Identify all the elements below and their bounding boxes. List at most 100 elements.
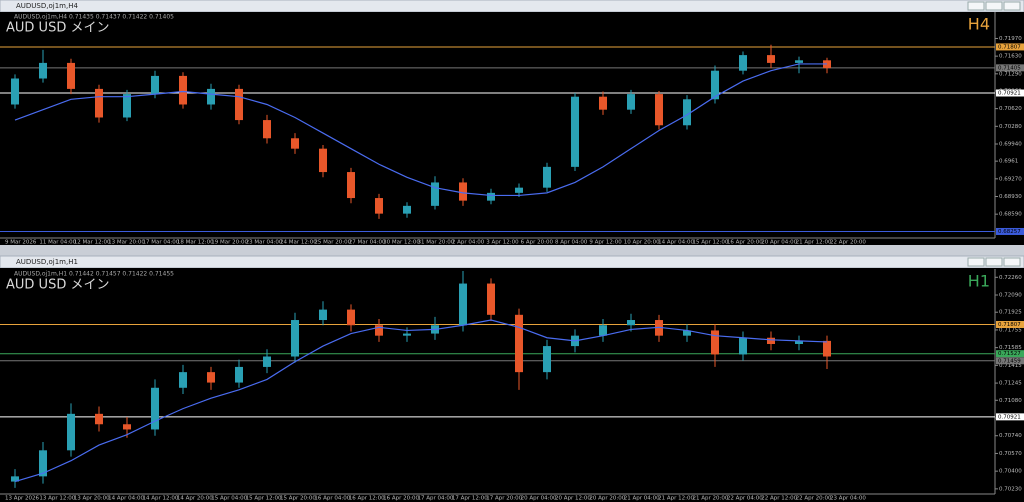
x-tick-label: 14 Apr 20:00 bbox=[177, 496, 213, 502]
y-tick-label: 0.71925 bbox=[999, 310, 1022, 316]
price-tag bbox=[996, 89, 1024, 97]
x-tick-label: 6 Apr 20:00 bbox=[521, 240, 554, 246]
x-tick-label: 22 Apr 04:00 bbox=[727, 496, 763, 502]
candle-body bbox=[179, 75, 187, 105]
x-tick-label: 16 Apr 20:00 bbox=[383, 496, 419, 502]
y-tick-label: 0.71585 bbox=[999, 345, 1022, 351]
candle-body bbox=[795, 60, 803, 63]
candle-body bbox=[11, 78, 19, 105]
window-button-min[interactable] bbox=[967, 257, 985, 267]
price-tag-label: 0.71527 bbox=[998, 351, 1021, 357]
y-tick-label: 0.6961 bbox=[999, 159, 1018, 165]
x-tick-label: 17 Mar 04:00 bbox=[143, 240, 180, 246]
candle-body bbox=[39, 450, 47, 477]
y-tick-label: 0.71755 bbox=[999, 327, 1022, 333]
x-tick-label: 27 Mar 04:00 bbox=[349, 240, 386, 246]
ohlc-info: AUDUSD,oj1m,H1 0.71442 0.71457 0.71422 0… bbox=[14, 271, 174, 278]
price-tag bbox=[996, 357, 1024, 365]
window-button-max[interactable] bbox=[985, 257, 1003, 267]
x-tick-label: 23 Mar 04:00 bbox=[246, 240, 283, 246]
price-tag-label: 0.70921 bbox=[998, 414, 1021, 420]
y-tick-label: 0.71630 bbox=[999, 54, 1022, 60]
x-tick-label: 22 Apr 20:00 bbox=[796, 496, 832, 502]
candle-body bbox=[431, 182, 439, 206]
title-bar bbox=[0, 255, 1024, 269]
candle-body bbox=[683, 99, 691, 126]
x-tick-label: 12 Mar 12:00 bbox=[74, 240, 111, 246]
x-tick-label: 8 Apr 04:00 bbox=[555, 240, 588, 246]
candle-body bbox=[263, 120, 271, 139]
x-tick-label: 18 Mar 12:00 bbox=[177, 240, 214, 246]
candle-body bbox=[515, 314, 523, 373]
candle-body bbox=[795, 340, 803, 344]
candle-body bbox=[67, 413, 75, 451]
ohlc-info: AUDUSD,oj1m,H4 0.71435 0.71437 0.71422 0… bbox=[14, 14, 174, 21]
candle-body bbox=[151, 387, 159, 430]
candle-body bbox=[375, 198, 383, 214]
x-tick-label: 13 Apr 12:00 bbox=[39, 496, 75, 502]
moving-average bbox=[14, 63, 827, 197]
candle-body bbox=[375, 325, 383, 336]
window-button-close[interactable] bbox=[1003, 257, 1021, 267]
candle-body bbox=[95, 413, 103, 425]
window-title: AUDUSD,oj1m,H1 bbox=[16, 258, 78, 266]
candle-body bbox=[207, 88, 215, 105]
candle-body bbox=[515, 187, 523, 193]
x-tick-label: 9 Apr 12:00 bbox=[589, 240, 622, 246]
candle-body bbox=[599, 325, 607, 336]
candle-body bbox=[739, 55, 747, 71]
x-tick-label: 19 Mar 20:00 bbox=[211, 240, 248, 246]
x-tick-label: 13 Apr 2026 bbox=[5, 496, 40, 502]
chart-area bbox=[0, 268, 1024, 502]
candle-body bbox=[487, 192, 495, 201]
x-tick-label: 25 Mar 20:00 bbox=[314, 240, 351, 246]
x-tick-label: 2 Apr 04:00 bbox=[452, 240, 485, 246]
window-button-close[interactable] bbox=[1003, 1, 1021, 11]
price-tag bbox=[996, 43, 1024, 51]
candle-body bbox=[319, 309, 327, 321]
y-tick-label: 0.70570 bbox=[999, 451, 1022, 457]
x-tick-label: 10 Apr 20:00 bbox=[624, 240, 660, 246]
y-tick-label: 0.69270 bbox=[999, 176, 1022, 182]
x-tick-label: 21 Apr 04:00 bbox=[624, 496, 660, 502]
candle-body bbox=[571, 96, 579, 167]
candle-body bbox=[291, 138, 299, 149]
price-tag-label: 0.71459 bbox=[998, 358, 1021, 364]
window-button-max[interactable] bbox=[985, 1, 1003, 11]
x-tick-label: 14 Apr 04:00 bbox=[108, 496, 144, 502]
candle-body bbox=[95, 88, 103, 118]
price-tag bbox=[996, 64, 1024, 72]
candle-body bbox=[599, 96, 607, 110]
x-tick-label: 17 Apr 20:00 bbox=[486, 496, 522, 502]
candle-body bbox=[403, 333, 411, 336]
x-tick-label: 20 Apr 04:00 bbox=[521, 496, 557, 502]
candle-body bbox=[655, 94, 663, 126]
x-tick-label: 17 Apr 12:00 bbox=[452, 496, 488, 502]
x-tick-label: 21 Apr 20:00 bbox=[693, 496, 729, 502]
price-tag bbox=[996, 350, 1024, 358]
x-tick-label: 14 Apr 04:00 bbox=[658, 240, 694, 246]
window-title: AUDUSD,oj1m,H4 bbox=[16, 2, 78, 10]
chart-area bbox=[0, 12, 1024, 245]
y-tick-label: 0.71290 bbox=[999, 71, 1022, 77]
y-tick-label: 0.70230 bbox=[999, 486, 1022, 492]
x-tick-label: 15 Apr 20:00 bbox=[280, 496, 316, 502]
candle-body bbox=[487, 283, 495, 315]
candle-body bbox=[151, 75, 159, 95]
candle-body bbox=[683, 330, 691, 336]
timeframe-label: H1 bbox=[968, 272, 990, 291]
candle-body bbox=[207, 372, 215, 383]
candle-body bbox=[123, 94, 131, 118]
x-tick-label: 31 Mar 20:00 bbox=[418, 240, 455, 246]
candle-body bbox=[347, 309, 355, 326]
y-tick-label: 0.70280 bbox=[999, 124, 1022, 130]
symbol-label: AUD USD メイン bbox=[6, 278, 109, 293]
x-tick-label: 14 Apr 12:00 bbox=[143, 496, 179, 502]
candle-body bbox=[39, 62, 47, 79]
candle-body bbox=[67, 62, 75, 89]
window-button-min[interactable] bbox=[967, 1, 985, 11]
candle-body bbox=[739, 337, 747, 355]
moving-average bbox=[14, 319, 828, 483]
y-tick-label: 0.69940 bbox=[999, 141, 1022, 147]
